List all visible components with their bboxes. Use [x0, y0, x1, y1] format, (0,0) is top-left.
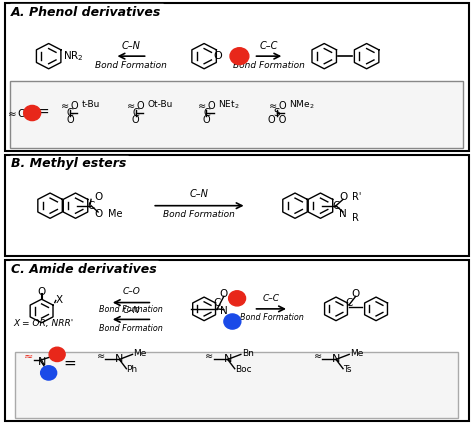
- Text: NMe$_2$: NMe$_2$: [289, 98, 314, 111]
- Text: O: O: [220, 289, 228, 299]
- FancyBboxPatch shape: [10, 81, 463, 148]
- Text: Me: Me: [134, 349, 147, 357]
- Text: O: O: [94, 192, 102, 202]
- Text: Bond Formation: Bond Formation: [99, 305, 163, 314]
- Text: X = OR, NRR': X = OR, NRR': [13, 319, 73, 329]
- Circle shape: [228, 291, 246, 306]
- Text: C. Amide derivatives: C. Amide derivatives: [11, 262, 157, 276]
- Text: C: C: [346, 298, 353, 307]
- Text: N: N: [332, 354, 340, 364]
- Text: A. Phenol derivatives: A. Phenol derivatives: [11, 6, 161, 19]
- Text: O: O: [132, 115, 140, 125]
- Text: C–C: C–C: [263, 293, 280, 303]
- Text: S: S: [274, 108, 281, 118]
- Text: O: O: [94, 209, 102, 219]
- Text: C: C: [214, 298, 221, 307]
- Text: N: N: [223, 354, 232, 364]
- Text: $\approx$O: $\approx$O: [4, 107, 27, 119]
- Text: C: C: [87, 201, 95, 211]
- Text: C–N: C–N: [122, 306, 140, 315]
- Text: C: C: [66, 108, 73, 118]
- Text: X: X: [56, 296, 63, 305]
- Text: O: O: [339, 192, 347, 202]
- Text: $\approx$: $\approx$: [203, 350, 214, 360]
- Text: Bond Formation: Bond Formation: [99, 324, 163, 332]
- Text: O: O: [66, 115, 73, 125]
- Text: Bond Formation: Bond Formation: [95, 61, 167, 70]
- Text: Ts: Ts: [343, 365, 352, 374]
- Text: $\approx$O: $\approx$O: [196, 99, 217, 111]
- Text: NEt$_2$: NEt$_2$: [218, 98, 240, 111]
- Text: =: =: [37, 106, 49, 120]
- Circle shape: [230, 48, 249, 64]
- Text: C: C: [203, 108, 210, 118]
- Text: C: C: [132, 108, 139, 118]
- Text: O: O: [214, 51, 223, 61]
- Text: C: C: [332, 201, 340, 211]
- Circle shape: [24, 106, 41, 120]
- Text: R': R': [353, 192, 362, 202]
- Text: =: =: [64, 356, 76, 371]
- Text: Me: Me: [350, 349, 364, 357]
- Text: C–N: C–N: [122, 41, 140, 51]
- Text: Bond Formation: Bond Formation: [164, 210, 235, 219]
- Text: Bond Formation: Bond Formation: [239, 313, 303, 322]
- Text: O: O: [203, 115, 210, 125]
- Text: $\approx$: $\approx$: [95, 350, 106, 360]
- Text: C–C: C–C: [260, 41, 278, 51]
- Text: Ot-Bu: Ot-Bu: [147, 100, 173, 109]
- Text: $\approx$: $\approx$: [311, 350, 323, 360]
- Text: O O: O O: [268, 115, 286, 125]
- Text: N: N: [339, 209, 347, 219]
- Text: t-Bu: t-Bu: [82, 100, 100, 109]
- Circle shape: [224, 314, 241, 329]
- Text: C–N: C–N: [190, 190, 209, 199]
- Text: O: O: [37, 287, 46, 297]
- Text: Bond Formation: Bond Formation: [233, 61, 305, 70]
- Text: $\approx$O: $\approx$O: [266, 99, 288, 111]
- Text: R: R: [353, 213, 359, 223]
- Text: Me: Me: [108, 209, 122, 219]
- Text: O: O: [352, 289, 360, 299]
- Text: $\approx$O: $\approx$O: [59, 99, 81, 111]
- Text: B. Methyl esters: B. Methyl esters: [11, 157, 127, 170]
- Text: C–O: C–O: [122, 287, 140, 296]
- FancyBboxPatch shape: [15, 352, 458, 418]
- Text: $\approx$O: $\approx$O: [125, 99, 146, 111]
- Text: Boc: Boc: [235, 365, 251, 374]
- Text: N: N: [37, 357, 46, 366]
- Text: $\approx$: $\approx$: [21, 351, 34, 361]
- Text: N: N: [115, 354, 124, 364]
- Text: Ph: Ph: [127, 365, 137, 374]
- Circle shape: [41, 366, 57, 380]
- Text: NR$_2$: NR$_2$: [63, 49, 83, 63]
- Circle shape: [49, 347, 65, 362]
- Text: Bn: Bn: [242, 349, 254, 357]
- Text: N: N: [220, 306, 228, 316]
